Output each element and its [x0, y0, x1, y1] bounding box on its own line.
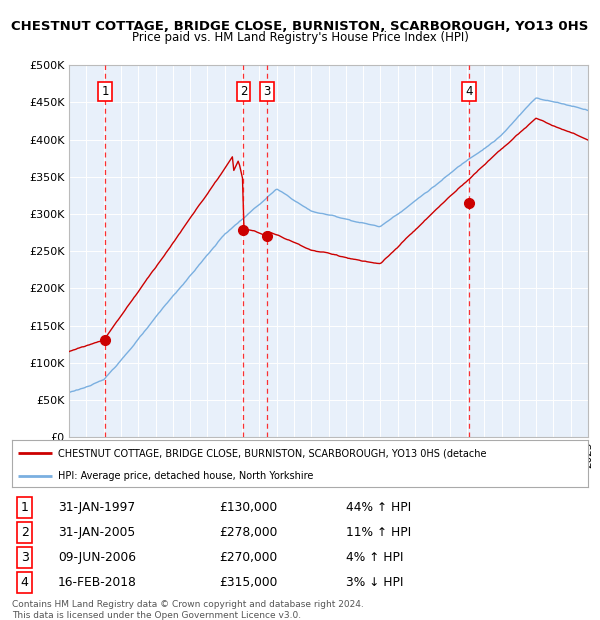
Text: 31-JAN-2005: 31-JAN-2005 [58, 526, 136, 539]
Text: 16-FEB-2018: 16-FEB-2018 [58, 576, 137, 589]
Text: £315,000: £315,000 [220, 576, 278, 589]
Text: 4% ↑ HPI: 4% ↑ HPI [346, 551, 404, 564]
Text: CHESTNUT COTTAGE, BRIDGE CLOSE, BURNISTON, SCARBOROUGH, YO13 0HS (detache: CHESTNUT COTTAGE, BRIDGE CLOSE, BURNISTO… [58, 448, 487, 458]
Text: Price paid vs. HM Land Registry's House Price Index (HPI): Price paid vs. HM Land Registry's House … [131, 31, 469, 44]
Text: 3% ↓ HPI: 3% ↓ HPI [346, 576, 404, 589]
Text: Contains HM Land Registry data © Crown copyright and database right 2024.
This d: Contains HM Land Registry data © Crown c… [12, 600, 364, 619]
Text: 3: 3 [21, 551, 29, 564]
Text: 1: 1 [21, 501, 29, 514]
Text: £130,000: £130,000 [220, 501, 278, 514]
Text: 11% ↑ HPI: 11% ↑ HPI [346, 526, 412, 539]
Text: 09-JUN-2006: 09-JUN-2006 [58, 551, 136, 564]
Text: £278,000: £278,000 [220, 526, 278, 539]
Text: 3: 3 [263, 85, 271, 97]
Text: 44% ↑ HPI: 44% ↑ HPI [346, 501, 412, 514]
Text: 2: 2 [21, 526, 29, 539]
Text: 4: 4 [465, 85, 473, 97]
Text: HPI: Average price, detached house, North Yorkshire: HPI: Average price, detached house, Nort… [58, 471, 313, 482]
Text: 4: 4 [21, 576, 29, 589]
Text: CHESTNUT COTTAGE, BRIDGE CLOSE, BURNISTON, SCARBOROUGH, YO13 0HS: CHESTNUT COTTAGE, BRIDGE CLOSE, BURNISTO… [11, 20, 589, 33]
Text: £270,000: £270,000 [220, 551, 278, 564]
Text: 31-JAN-1997: 31-JAN-1997 [58, 501, 135, 514]
Text: 1: 1 [101, 85, 109, 97]
Text: 2: 2 [239, 85, 247, 97]
